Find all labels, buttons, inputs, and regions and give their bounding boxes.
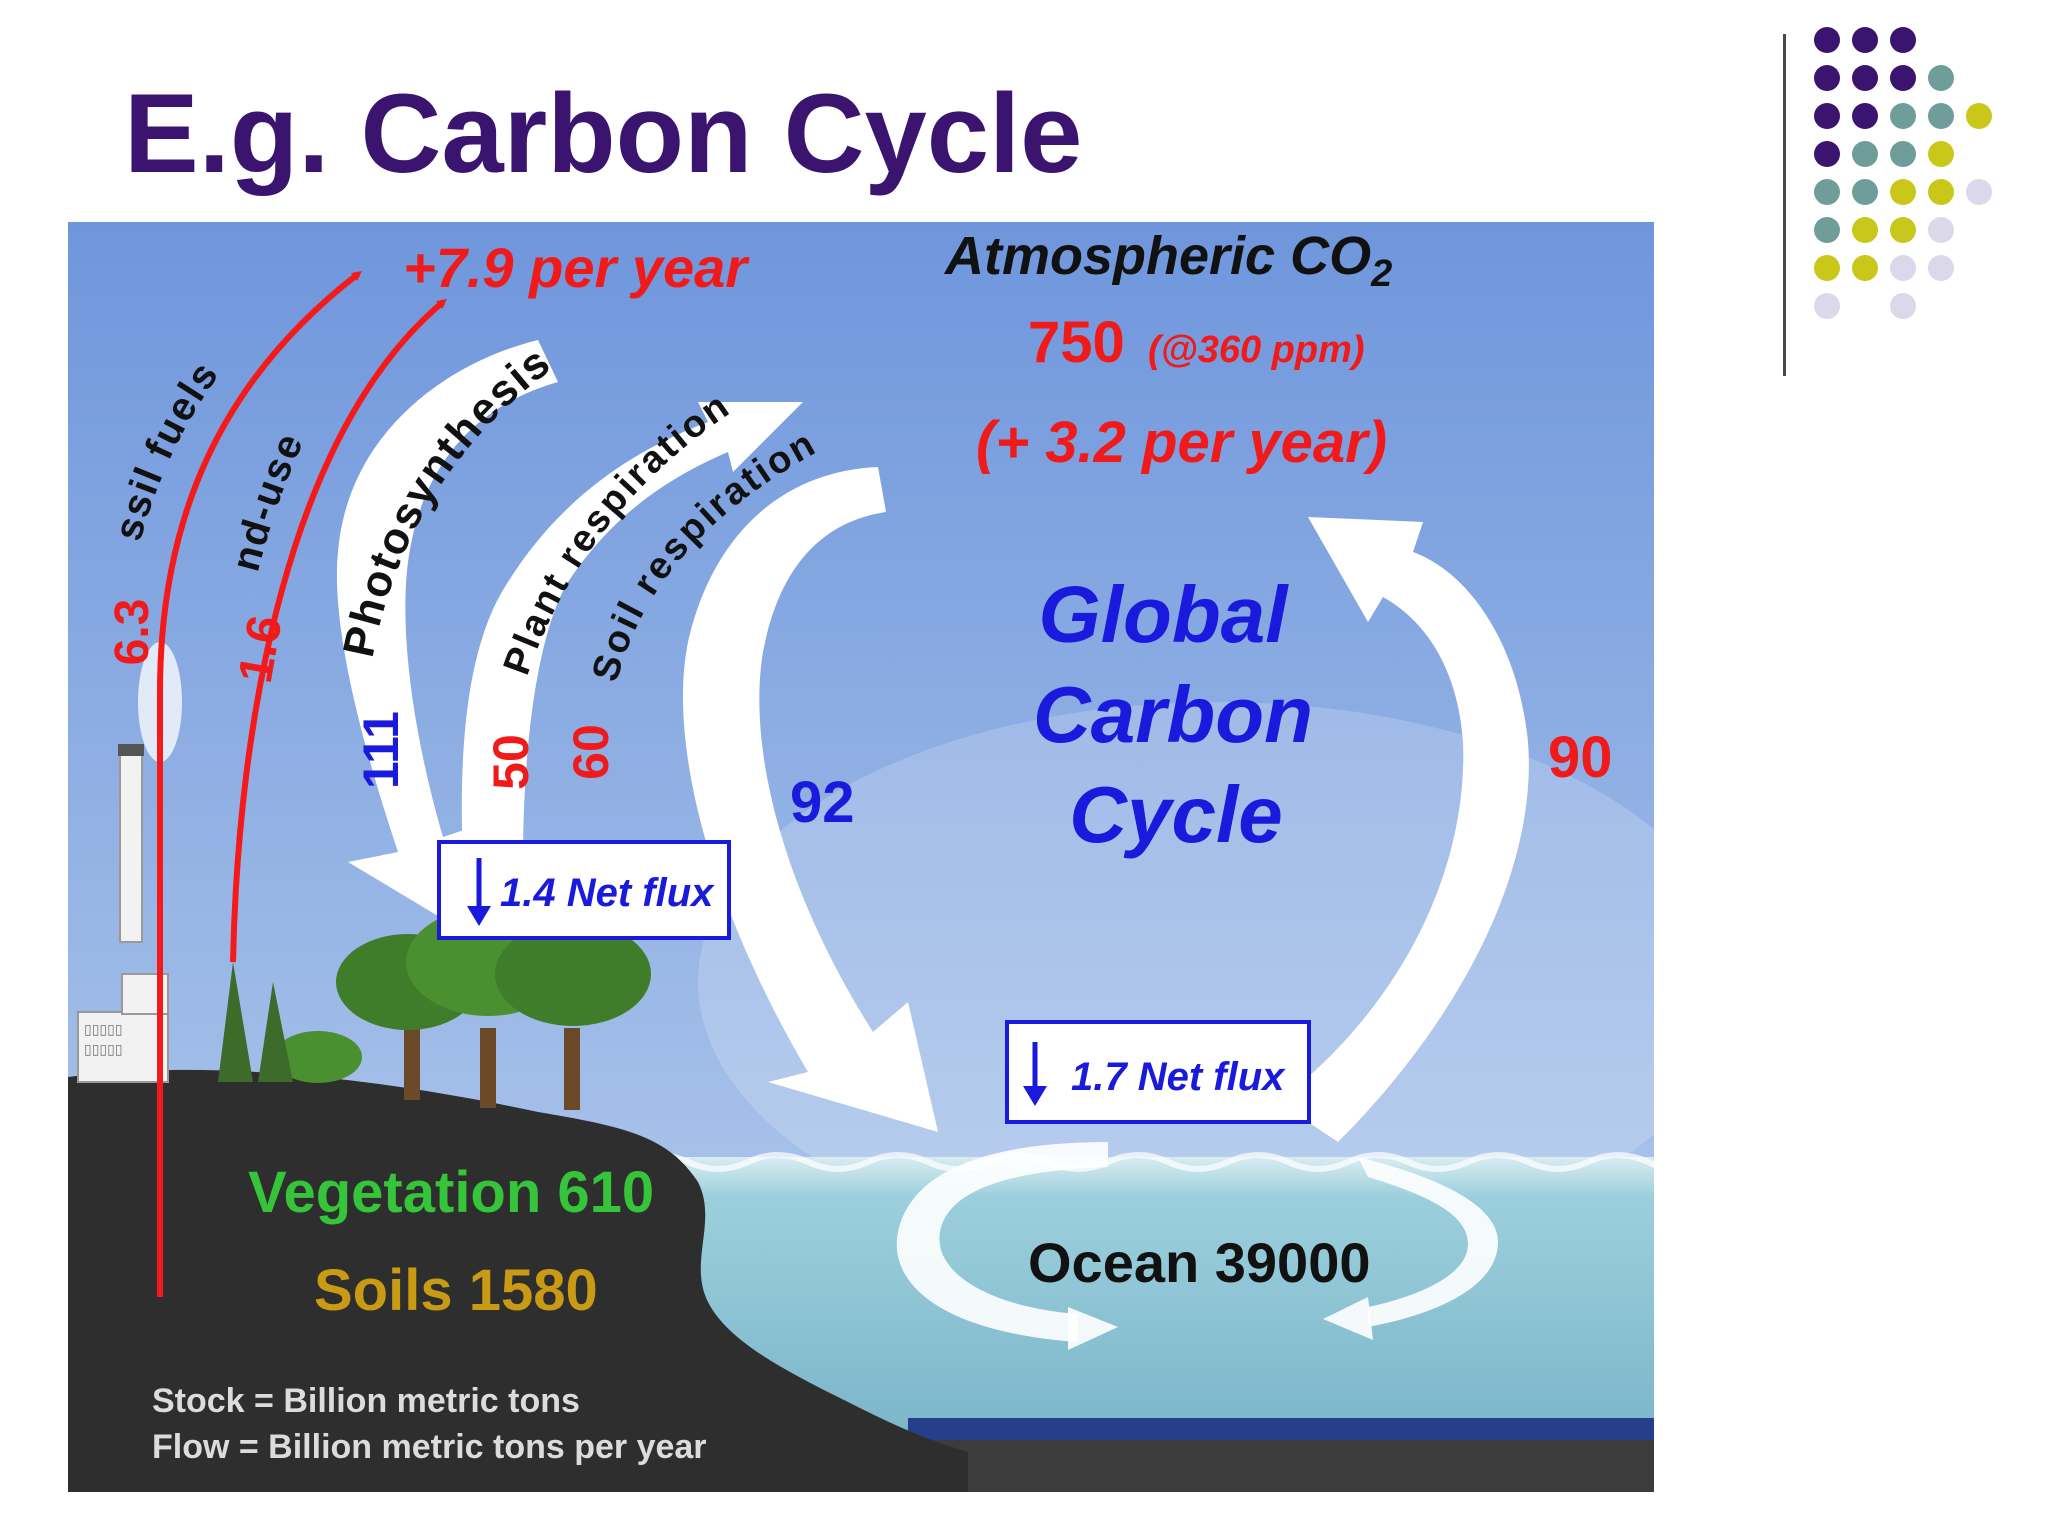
respiration-arrow [461, 402, 803, 862]
fossil-fuel-arrow [157, 270, 362, 1297]
decorative-dot [1814, 103, 1840, 129]
decorative-dot-grid [1814, 27, 1992, 319]
decorative-dot [1814, 293, 1840, 319]
svg-text:1.7 Net flux: 1.7 Net flux [1071, 1055, 1286, 1099]
divider-line [1783, 34, 1786, 376]
decorative-dot [1928, 255, 1954, 281]
atmosphere-concentration: (@360 ppm) [1148, 329, 1365, 371]
decorative-dot [1814, 141, 1840, 167]
atmosphere-annual-change: (+ 3.2 per year) [976, 410, 1387, 475]
carbon-cycle-diagram: ▯▯▯▯▯ ▯▯▯▯▯ Fossil fuels Land-use Photos… [68, 222, 1654, 1492]
ocean-net-flux-box: 1.7 Net flux [1005, 1020, 1311, 1124]
decorative-dot [1890, 141, 1916, 167]
ocean-release-value: 90 [1548, 725, 1613, 790]
decorative-dot [1814, 255, 1840, 281]
atmosphere-stock: 750 [1028, 310, 1125, 375]
decorative-dot [1928, 217, 1954, 243]
decorative-dot [1890, 217, 1916, 243]
decorative-dot [1966, 103, 1992, 129]
cloud-wash [698, 702, 1654, 1262]
decorative-dot [1890, 103, 1916, 129]
decorative-dot [1928, 141, 1954, 167]
ocean-floor-sediment [908, 1440, 1654, 1492]
diagram-title-line-3: Cycle [1069, 770, 1282, 859]
decorative-dot [1852, 217, 1878, 243]
stock-unit-note: Stock = Billion metric tons [152, 1382, 580, 1420]
svg-text:▯▯▯▯▯: ▯▯▯▯▯ [84, 1021, 123, 1037]
decorative-dot [1814, 65, 1840, 91]
ocean-stock: Ocean 39000 [1028, 1231, 1370, 1294]
photosynthesis-value: 111 [353, 711, 409, 789]
decorative-dot [1890, 27, 1916, 53]
decorative-dot [1890, 293, 1916, 319]
soils-stock: Soils 1580 [314, 1258, 598, 1323]
decorative-dot [1928, 103, 1954, 129]
ocean-floor [908, 1418, 1654, 1440]
decorative-dot [1814, 217, 1840, 243]
atmospheric-co2-label: Atmospheric CO2 [943, 226, 1392, 295]
diagram-title-line-1: Global [1039, 570, 1290, 659]
ocean-uptake-value: 92 [790, 770, 855, 835]
decorative-dot [1814, 27, 1840, 53]
slide-title: E.g. Carbon Cycle [124, 71, 1083, 196]
decorative-dot [1852, 141, 1878, 167]
forest-icon [218, 908, 651, 1110]
land-net-flux-box: 1.4 Net flux [437, 840, 731, 940]
decorative-dot [1814, 179, 1840, 205]
decorative-dot [1852, 179, 1878, 205]
decorative-dot [1852, 27, 1878, 53]
landuse-arrow [230, 298, 447, 963]
flux-arrows [336, 340, 1529, 1350]
plant-respiration-value: 50 [483, 734, 539, 790]
emissions-total: +7.9 per year [403, 236, 750, 299]
decorative-dot [1890, 255, 1916, 281]
soil-respiration-value: 60 [563, 724, 619, 780]
flow-unit-note: Flow = Billion metric tons per year [152, 1428, 707, 1466]
decorative-dot [1966, 179, 1992, 205]
decorative-dot [1928, 179, 1954, 205]
photosynthesis-arrow [336, 340, 558, 922]
decorative-dot [1928, 65, 1954, 91]
decorative-dot [1852, 103, 1878, 129]
decorative-dot [1852, 255, 1878, 281]
ocean-wave-line [626, 1152, 1654, 1172]
fossil-fuels-value: 6.3 [106, 599, 159, 666]
ocean-circulation-arrow [896, 1142, 1108, 1342]
decorative-dot [1890, 179, 1916, 205]
vegetation-stock: Vegetation 610 [248, 1160, 654, 1225]
svg-text:1.4 Net flux: 1.4 Net flux [500, 871, 715, 915]
land-mass [68, 1069, 968, 1492]
landuse-value: 1.6 [229, 612, 293, 687]
decorative-dot [1890, 65, 1916, 91]
decorative-dot [1852, 65, 1878, 91]
diagram-title-line-2: Carbon [1033, 670, 1313, 759]
ocean-uptake-arrow [683, 467, 938, 1132]
ocean-release-arrow [1278, 517, 1529, 1142]
svg-text:▯▯▯▯▯: ▯▯▯▯▯ [84, 1041, 123, 1057]
